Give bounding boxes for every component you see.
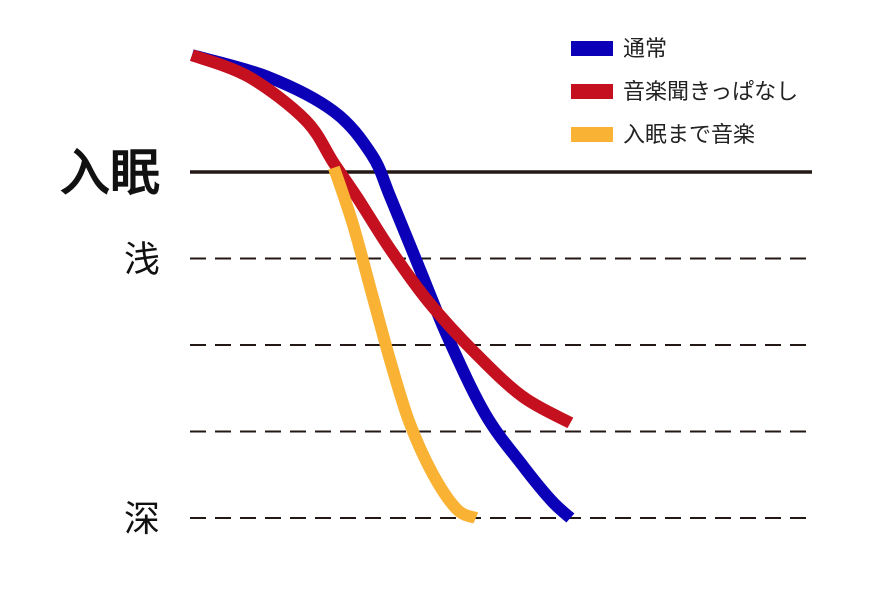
legend-swatch [571, 84, 613, 99]
legend-label: 音楽聞きっぱなし [623, 80, 798, 105]
level-label: 入眠 [60, 144, 160, 202]
series-line [189, 49, 574, 429]
series-lines [189, 49, 575, 524]
legend-label: 入眠まで音楽 [623, 123, 755, 148]
level-label: 浅 [124, 240, 160, 281]
legend-swatch [571, 41, 613, 56]
level-label: 深 [124, 499, 160, 540]
series-line [190, 49, 575, 523]
series-line [328, 165, 479, 524]
legend-swatch [571, 127, 613, 142]
level-lines [190, 170, 812, 519]
legend-label: 通常 [623, 37, 667, 62]
